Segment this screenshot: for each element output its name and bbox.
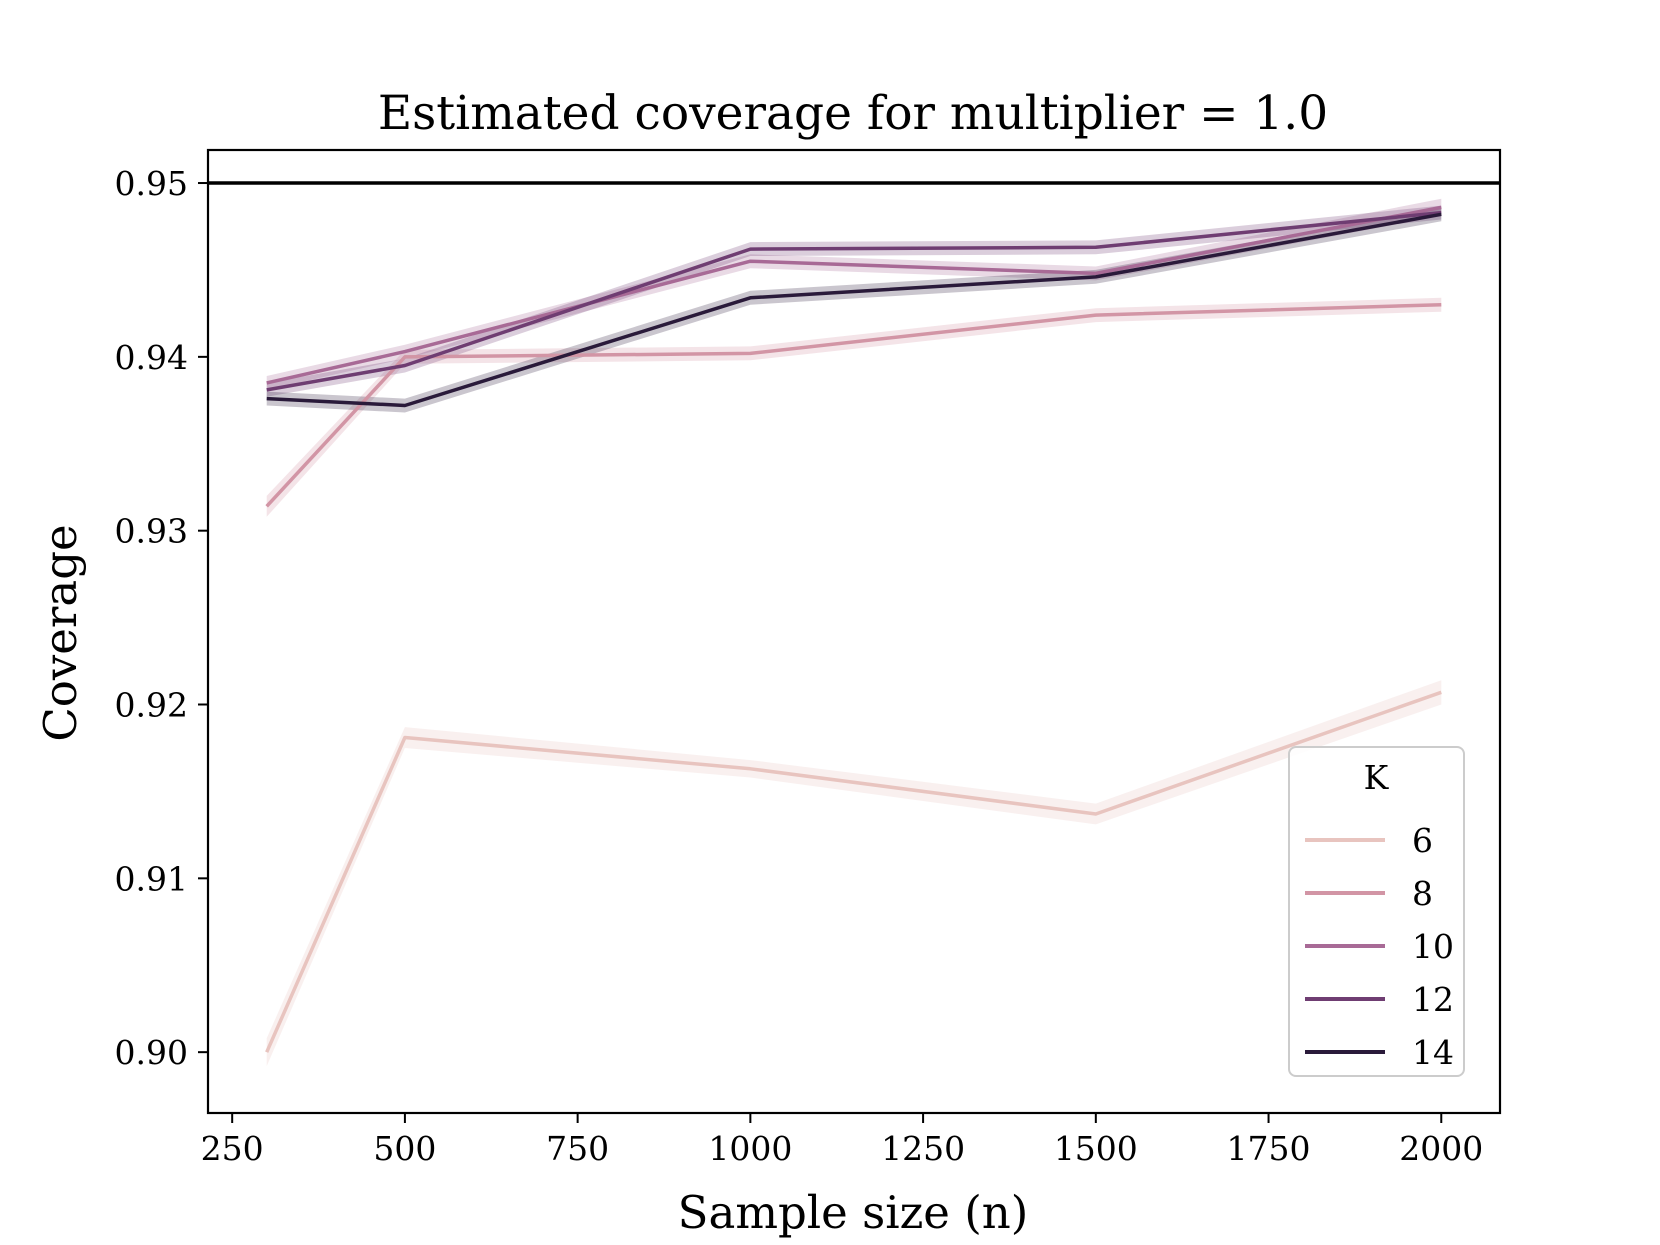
x-tick-label: 500	[373, 1129, 436, 1168]
y-tick-label: 0.90	[115, 1033, 188, 1072]
legend: K 6 8 10 12 14	[1288, 746, 1465, 1077]
x-tick-label: 1250	[881, 1129, 965, 1168]
series-line-k14	[266, 212, 1442, 408]
chart-title: Estimated coverage for multiplier = 1.0	[378, 86, 1328, 141]
confidence-band-k8	[266, 297, 1442, 517]
series-lines	[265, 205, 1442, 1053]
series-line-k12	[266, 210, 1442, 392]
y-tick-label: 0.94	[115, 338, 188, 377]
y-axis-label: Coverage	[34, 524, 87, 741]
y-tick-label: 0.95	[115, 164, 188, 203]
y-axis-ticks: 0.90 0.91 0.92 0.93 0.94 0.95	[115, 164, 208, 1072]
legend-label-k8: 8	[1412, 874, 1433, 913]
y-tick-label: 0.92	[115, 686, 188, 725]
series-line-k10	[266, 205, 1442, 385]
x-axis-ticks: 250 500 750 1000 1250 1500 1750 2000	[201, 1113, 1483, 1168]
y-tick-label: 0.91	[115, 859, 188, 898]
legend-box	[1288, 746, 1465, 1077]
confidence-band-k14	[266, 207, 1442, 413]
x-tick-label: 2000	[1399, 1129, 1483, 1168]
series-line-k6	[265, 690, 1442, 1053]
legend-label-k12: 12	[1412, 980, 1454, 1019]
x-tick-label: 1500	[1054, 1129, 1138, 1168]
x-tick-label: 250	[201, 1129, 264, 1168]
series-line-k8	[265, 302, 1442, 508]
plot-frame	[206, 148, 1502, 1115]
x-tick-label: 750	[546, 1129, 609, 1168]
legend-label-k10: 10	[1412, 927, 1454, 966]
legend-label-k6: 6	[1412, 821, 1433, 860]
legend-label-k14: 14	[1412, 1033, 1454, 1072]
y-tick-label: 0.93	[115, 512, 188, 551]
x-tick-label: 1750	[1227, 1129, 1311, 1168]
legend-title: K	[1364, 758, 1390, 797]
x-axis-label: Sample size (n)	[678, 1186, 1029, 1239]
x-tick-label: 1000	[708, 1129, 792, 1168]
